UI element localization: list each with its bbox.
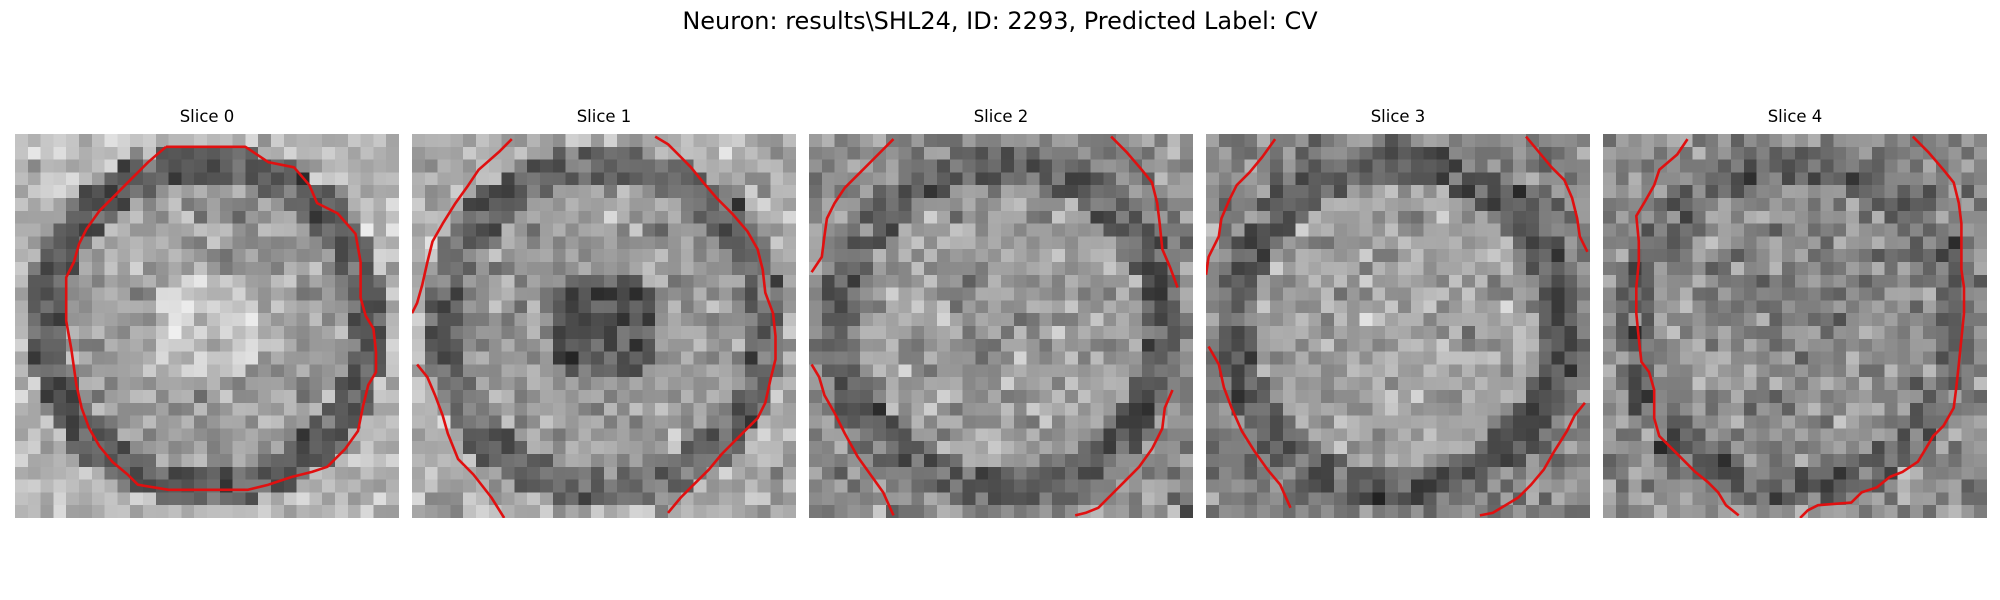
roi-contour-segment	[412, 138, 513, 314]
grayscale-patch	[412, 134, 796, 518]
roi-contour-segment	[1206, 138, 1277, 275]
roi-contour-segment	[64, 145, 378, 492]
roi-contour-segment	[416, 363, 506, 518]
slice-image	[1603, 134, 1987, 518]
grayscale-patch	[809, 134, 1193, 518]
roi-contour-segment	[1110, 135, 1179, 289]
slice-image	[1206, 134, 1590, 518]
roi-contour	[810, 135, 1179, 517]
grayscale-patch	[15, 134, 399, 518]
roi-contour-segment	[1634, 138, 1740, 517]
roi-contour	[64, 145, 378, 492]
slice-title: Slice 3	[1370, 107, 1426, 126]
slice-title: Slice 0	[179, 107, 235, 126]
roi-contour	[412, 135, 777, 518]
roi-contour	[1206, 135, 1589, 517]
grayscale-patch	[1206, 134, 1590, 518]
roi-contour-segment	[1479, 401, 1586, 517]
slice-title: Slice 4	[1767, 107, 1823, 126]
slice-title: Slice 2	[973, 107, 1029, 126]
roi-contour-segment	[1525, 135, 1589, 253]
slice-image	[412, 134, 796, 518]
slice-title: Slice 1	[576, 107, 632, 126]
roi-contour-segment	[1207, 345, 1292, 509]
roi-contour-segment	[1074, 389, 1174, 517]
roi-contour	[1634, 135, 1966, 518]
roi-contour-segment	[1799, 135, 1966, 518]
roi-contour-segment	[810, 138, 895, 273]
roi-contour-segment	[654, 135, 777, 514]
slice-image	[809, 134, 1193, 518]
roi-contour-segment	[810, 363, 895, 516]
figure-title: Neuron: results\SHL24, ID: 2293, Predict…	[682, 7, 1318, 35]
slice-image	[15, 134, 399, 518]
